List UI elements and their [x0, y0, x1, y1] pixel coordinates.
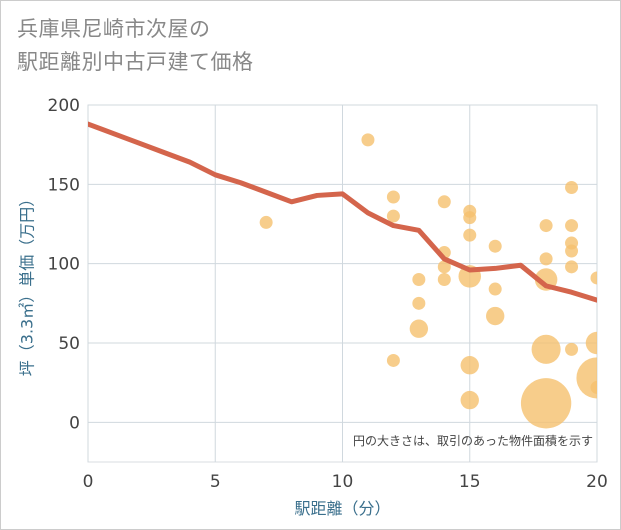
scatter-point — [259, 215, 273, 229]
y-tick-label: 0 — [69, 413, 80, 433]
y-tick-label: 50 — [58, 334, 80, 354]
tick-labels: 0 50 100 150 200 0 5 10 15 20 — [48, 96, 608, 492]
scatter-point — [565, 244, 579, 258]
x-tick-label: 10 — [332, 472, 354, 492]
scatter-point — [565, 260, 579, 274]
x-axis-label: 駅距離（分） — [294, 499, 390, 518]
scatter-point — [565, 181, 579, 195]
scatter-point — [539, 219, 553, 233]
chart-title: 兵庫県尼崎市次屋の 駅距離別中古戸建て価格 — [17, 13, 254, 79]
scatter-point — [386, 190, 400, 204]
scatter-point — [361, 133, 375, 147]
scatter-point — [463, 211, 477, 225]
trend-line-group — [88, 121, 597, 303]
x-tick-label: 5 — [210, 472, 221, 492]
scatter-point — [409, 319, 429, 338]
scatter-point — [531, 334, 561, 364]
scatter-point — [412, 296, 426, 310]
scatter-point — [488, 239, 502, 253]
scatter-point — [463, 228, 477, 242]
x-tick-label: 15 — [459, 472, 481, 492]
chart-title-line-2: 駅距離別中古戸建て価格 — [17, 50, 254, 74]
x-tick-label: 20 — [586, 472, 608, 492]
scatter-point — [437, 260, 451, 274]
scatter-point — [437, 195, 451, 209]
scatter-point — [585, 331, 597, 355]
trend-line — [88, 121, 597, 303]
scatter-point — [460, 356, 479, 375]
scatter-point — [386, 353, 400, 367]
scatter-point — [590, 271, 597, 285]
scatter-point — [565, 342, 579, 356]
size-note: 円の大きさは、取引のあった物件面積を示す — [353, 433, 593, 448]
scatter-point — [590, 380, 597, 394]
y-axis-label: 坪（3.3㎡）単価（万円） — [18, 191, 37, 376]
chart-title-line-1: 兵庫県尼崎市次屋の — [17, 17, 211, 41]
y-tick-label: 100 — [48, 255, 80, 275]
scatter-point — [488, 282, 502, 296]
scatter-point — [386, 209, 400, 223]
grid-lines — [87, 104, 598, 463]
y-tick-label: 200 — [48, 96, 80, 116]
scatter-point — [539, 252, 553, 266]
scatter-point — [520, 378, 572, 429]
scatter-point — [412, 273, 426, 287]
scatter-point — [486, 306, 505, 326]
scatter-point — [565, 219, 579, 233]
scatter-point — [460, 390, 479, 410]
y-tick-label: 150 — [48, 175, 80, 195]
scatter-point — [437, 273, 451, 287]
x-tick-label: 0 — [83, 472, 94, 492]
